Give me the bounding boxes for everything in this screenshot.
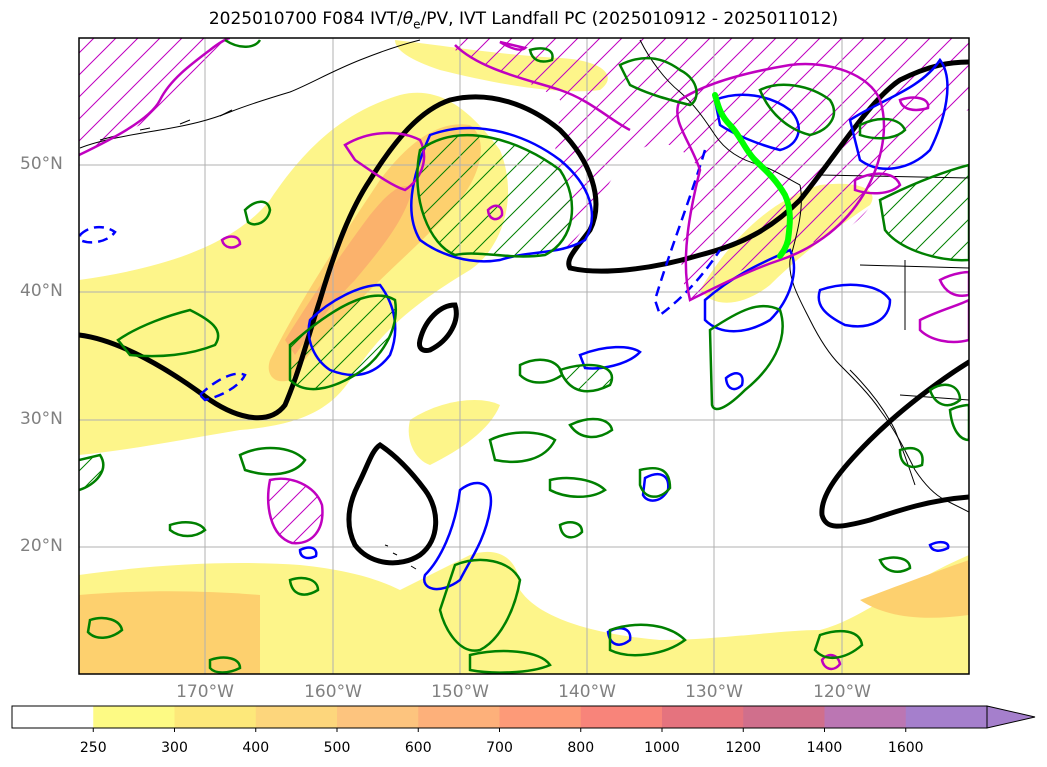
lon-label-120w: 120°W <box>813 682 871 702</box>
colorbar-segment <box>418 706 500 728</box>
colorbar-tick-label: 600 <box>404 740 432 756</box>
black-contours <box>79 59 969 566</box>
colorbar-segment <box>93 706 175 728</box>
ivt-landfall-line <box>712 92 793 259</box>
colorbar-segment <box>12 706 94 728</box>
colorbar-extend-arrow <box>986 705 1036 729</box>
lat-label-50n: 50°N <box>20 154 63 174</box>
lon-label-170w: 170°W <box>176 682 234 702</box>
colorbar-segment <box>580 706 663 728</box>
lat-label-30n: 30°N <box>20 409 63 429</box>
lat-label-40n: 40°N <box>20 281 63 301</box>
lon-label-160w: 160°W <box>304 682 362 702</box>
colorbar-tick-label: 250 <box>79 740 107 756</box>
lon-label-130w: 130°W <box>685 682 743 702</box>
colorbar-segment <box>824 706 907 728</box>
green-contours <box>79 38 969 674</box>
colorbar-tick-label: 300 <box>161 740 188 756</box>
colorbar-segment <box>662 706 744 728</box>
colorbar-tick-label: 700 <box>486 740 513 756</box>
magenta-contours <box>79 38 969 671</box>
colorbar-segment <box>174 706 257 728</box>
colorbar-segment <box>905 706 988 728</box>
colorbar-tick-label: 1400 <box>806 740 843 756</box>
map-frame <box>78 37 970 675</box>
colorbar-segment <box>255 706 338 728</box>
lat-label-20n: 20°N <box>20 536 63 556</box>
colorbar-tick-label: 1200 <box>725 740 762 756</box>
colorbar-tick-label: 1600 <box>887 740 924 756</box>
colorbar-segment <box>743 706 825 728</box>
map-title: 2025010700 F084 IVT/θe/PV, IVT Landfall … <box>208 9 839 32</box>
ivt-colorbar <box>11 705 1036 732</box>
colorbar-tick-label: 800 <box>567 740 595 756</box>
colorbar-segment <box>337 706 419 728</box>
coastlines <box>79 39 969 570</box>
colorbar-tick-label: 1000 <box>644 740 680 756</box>
colorbar-segment <box>499 706 582 728</box>
colorbar-frame <box>11 705 988 729</box>
hatched-regions <box>79 38 969 544</box>
colorbar-tick-label: 500 <box>323 740 351 756</box>
colorbar-tick-label: 400 <box>242 740 270 756</box>
lon-label-150w: 150°W <box>431 682 489 702</box>
lon-label-140w: 140°W <box>558 682 616 702</box>
blue-contours <box>79 57 950 646</box>
